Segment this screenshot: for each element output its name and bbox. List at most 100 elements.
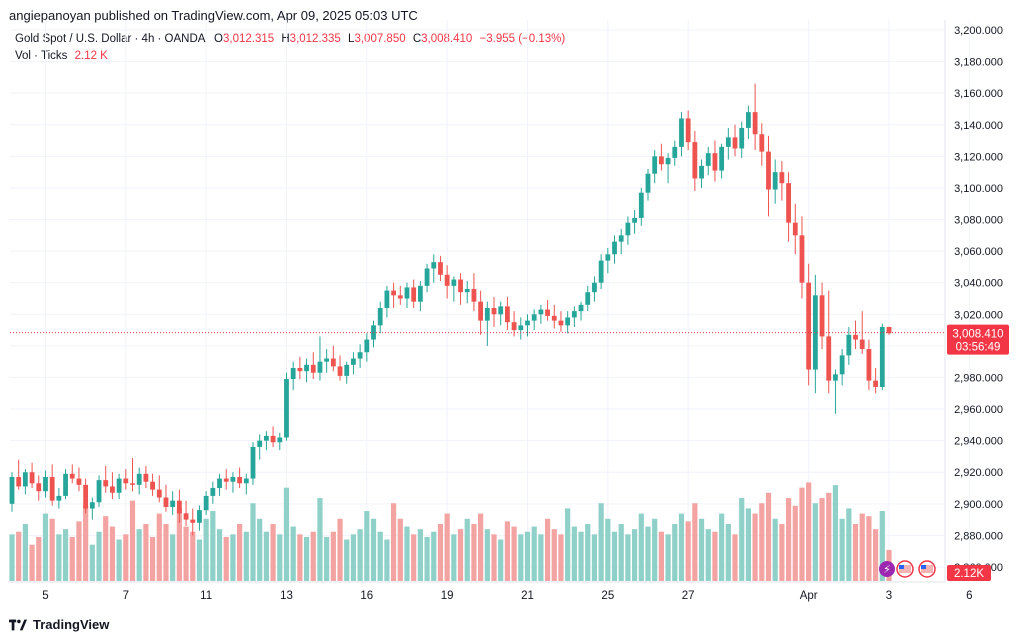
candle [712, 140, 718, 182]
candle-body [123, 478, 129, 484]
volume-bar [598, 503, 604, 581]
chart-grid [10, 20, 970, 582]
candle [585, 285, 591, 312]
candle [652, 150, 658, 184]
candle [49, 464, 55, 506]
volume-bar [866, 516, 872, 581]
volume-bar [297, 534, 303, 581]
volume-bar [739, 498, 745, 581]
candle [29, 462, 35, 489]
candle-body [759, 134, 765, 152]
volume-bar [765, 492, 772, 581]
candle [36, 475, 42, 501]
volume-bar [337, 518, 343, 581]
volume-bar [357, 529, 363, 581]
candle [759, 123, 765, 166]
candle [746, 105, 751, 139]
candle-body [812, 295, 818, 370]
candle-body [692, 142, 698, 179]
candle-body [230, 476, 236, 482]
volume-bar [411, 534, 417, 581]
candle [558, 311, 564, 332]
volume-bar [819, 498, 825, 581]
candle-body [739, 127, 745, 149]
time-tick-label: 11 [200, 590, 212, 602]
us-flag-stripes-2 [921, 565, 933, 573]
candle [752, 83, 758, 151]
volume-bar [190, 531, 196, 581]
footer-brand[interactable]: TradingView [9, 617, 109, 632]
volume-bar [605, 518, 611, 581]
symbol-title[interactable]: Gold Spot / U.S. Dollar · 4h · OANDA [15, 33, 205, 45]
volume-bar [652, 518, 658, 581]
candle-body [156, 489, 162, 498]
candle [705, 146, 711, 176]
volume-bar [62, 529, 69, 581]
volume-bar [457, 529, 464, 581]
volume-bar [324, 536, 330, 581]
candle-body [658, 156, 664, 165]
candle [819, 282, 825, 350]
candle [237, 467, 243, 489]
volume-bar [585, 523, 591, 581]
candle [317, 336, 323, 381]
volume-bar [76, 521, 82, 581]
candle-body [859, 339, 865, 350]
high-label: H [281, 33, 290, 45]
candle-body [210, 488, 216, 496]
volume-label[interactable]: Vol · Ticks [15, 50, 68, 62]
candle-body [558, 320, 564, 326]
candle-body [752, 112, 758, 135]
candle [699, 159, 704, 188]
candle [324, 349, 330, 373]
volume-bar [257, 518, 263, 581]
candle [571, 306, 577, 327]
time-tick-label: 27 [682, 590, 695, 602]
time-tick-label: 3 [886, 590, 892, 602]
candle-body [592, 282, 597, 293]
candle-body [317, 361, 323, 373]
volume-bar [290, 526, 296, 581]
candle [484, 301, 490, 346]
candle-body [458, 279, 463, 293]
candle-body [612, 241, 617, 255]
volume-bar [89, 544, 95, 581]
volume-bar [785, 498, 792, 581]
candle-body [297, 367, 303, 372]
candle-body [163, 497, 169, 507]
candle [143, 465, 149, 489]
candle [176, 489, 182, 523]
candle-body [498, 306, 504, 315]
volume-bar [725, 523, 731, 581]
candle-body [150, 481, 155, 490]
candle-body [525, 320, 530, 326]
candle [592, 276, 597, 302]
candle [344, 361, 350, 384]
candle-body [451, 279, 457, 286]
candle [638, 187, 644, 226]
candle-body [397, 295, 403, 299]
us-flag-stripes [899, 565, 911, 573]
candle-body [438, 262, 443, 275]
candle-body [170, 500, 176, 507]
candle [806, 263, 812, 386]
volume-bar [873, 529, 879, 581]
candlesticks [9, 83, 892, 536]
volume-bar [183, 526, 189, 581]
price-tick-label: 3,100.000 [954, 183, 1003, 195]
volume-bar [665, 534, 671, 581]
event-icons[interactable]: ⚡ [879, 560, 936, 578]
candle-body [719, 146, 725, 171]
candle [223, 469, 229, 490]
candle [217, 473, 222, 496]
tradingview-logo-icon [9, 619, 27, 630]
candle [270, 426, 276, 447]
last-price-label: 3,008.410 [952, 329, 1003, 341]
volume-bar [812, 503, 818, 581]
candle-body [732, 137, 738, 149]
candle-body [203, 495, 209, 511]
candle-body [290, 367, 296, 380]
price-tick-label: 2,980.000 [954, 372, 1003, 384]
candle [243, 473, 249, 495]
